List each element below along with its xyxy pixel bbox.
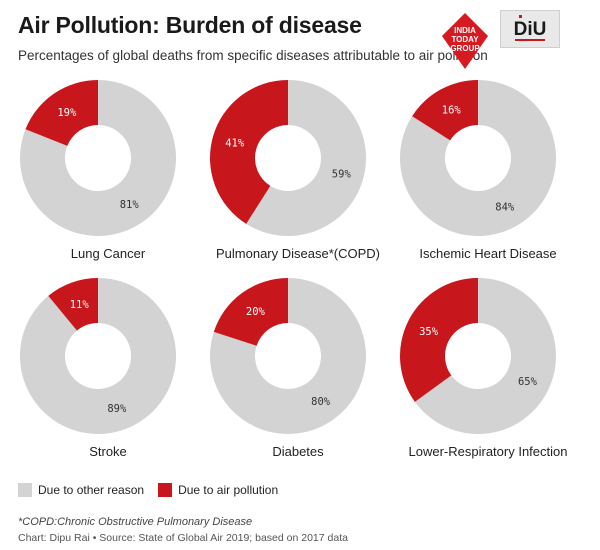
footnote: *COPD:Chronic Obstructive Pulmonary Dise… [18, 516, 253, 528]
donut-label: Diabetes [272, 444, 324, 459]
slice-other [246, 80, 366, 237]
source-credit: Chart: Dipu Rai • Source: State of Globa… [18, 532, 348, 544]
donut-chart-lower-respiratory-infection: 35% 65% Lower-Respiratory Infection [390, 276, 570, 466]
legend-label-air: Due to air pollution [178, 483, 279, 497]
donut-label: Stroke [89, 444, 127, 459]
slice-air-pollution [210, 80, 288, 224]
donut-label: Lung Cancer [70, 246, 146, 261]
slice-other [20, 278, 177, 434]
legend-swatch-air [158, 483, 173, 497]
donut-chart-stroke: 11% 89% Stroke [10, 276, 190, 466]
slice-air-pollution [412, 80, 478, 141]
slice-label-other: 89% [107, 403, 127, 415]
slice-label-air-pollution: 19% [57, 107, 77, 119]
donut-svg: 19% 81% [19, 80, 176, 236]
slice-air-pollution [48, 278, 98, 331]
donut-svg: 35% 65% [400, 278, 556, 434]
legend-label-other: Due to other reason [38, 483, 145, 497]
slice-label-air-pollution: 41% [225, 138, 245, 150]
slice-label-other: 84% [495, 202, 515, 214]
donut-chart-lung-cancer: 19% 81% Lung Cancer [10, 78, 190, 268]
diu-logo-mark: DiU [514, 15, 547, 41]
slice-label-other: 65% [518, 376, 538, 388]
donut-chart-ischemic-heart-disease: 16% 84% Ischemic Heart Disease [390, 78, 570, 268]
slice-label-air-pollution: 20% [246, 306, 266, 318]
slice-other [210, 278, 366, 434]
slice-label-air-pollution: 11% [70, 299, 90, 311]
diu-logo-text: DiU [514, 19, 547, 40]
slice-label-air-pollution: 16% [442, 104, 462, 116]
donut-label: Lower-Respiratory Infection [408, 444, 568, 459]
donut-svg: 11% 89% [20, 278, 177, 434]
slice-other [414, 278, 556, 434]
donut-grid: 19% 81% Lung Cancer 41% 59% Pulmonary Disease… [0, 78, 600, 468]
legend-item-other: Due to other reason [18, 483, 144, 497]
donut-label: Pulmonary Disease*(COPD) [216, 246, 380, 261]
legend-swatch-other [18, 483, 32, 497]
slice-other [400, 80, 556, 236]
slice-label-other: 80% [311, 396, 331, 408]
donut-svg: 20% 80% [210, 278, 366, 434]
india-today-group-logo: INDIA TODAY GROUP [442, 13, 488, 69]
chart-subtitle: Percentages of global deaths from specif… [18, 48, 488, 63]
slice-air-pollution [400, 278, 478, 402]
donut-label: Ischemic Heart Disease [419, 246, 557, 261]
diu-logo: DiU [500, 10, 560, 48]
donut-chart-diabetes: 20% 80% Diabetes [200, 276, 380, 466]
slice-air-pollution [213, 278, 288, 346]
slice-label-other: 81% [120, 199, 140, 211]
logo-line-3: GROUP [450, 44, 480, 53]
slice-label-air-pollution: 35% [419, 326, 439, 338]
chart-title: Air Pollution: Burden of disease [18, 12, 362, 38]
slice-other [19, 80, 176, 236]
donut-chart-pulmonary-disease-copd: 41% 59% Pulmonary Disease*(COPD) [200, 78, 380, 268]
logo-line-1: INDIA [454, 26, 476, 35]
slice-label-other: 59% [332, 168, 352, 180]
donut-svg: 41% 59% [210, 80, 366, 237]
slice-air-pollution [25, 80, 99, 146]
legend: Due to other reason Due to air pollution [18, 483, 292, 497]
donut-svg: 16% 84% [400, 80, 556, 236]
legend-item-air: Due to air pollution [158, 483, 278, 497]
logo-line-2: TODAY [451, 35, 479, 44]
